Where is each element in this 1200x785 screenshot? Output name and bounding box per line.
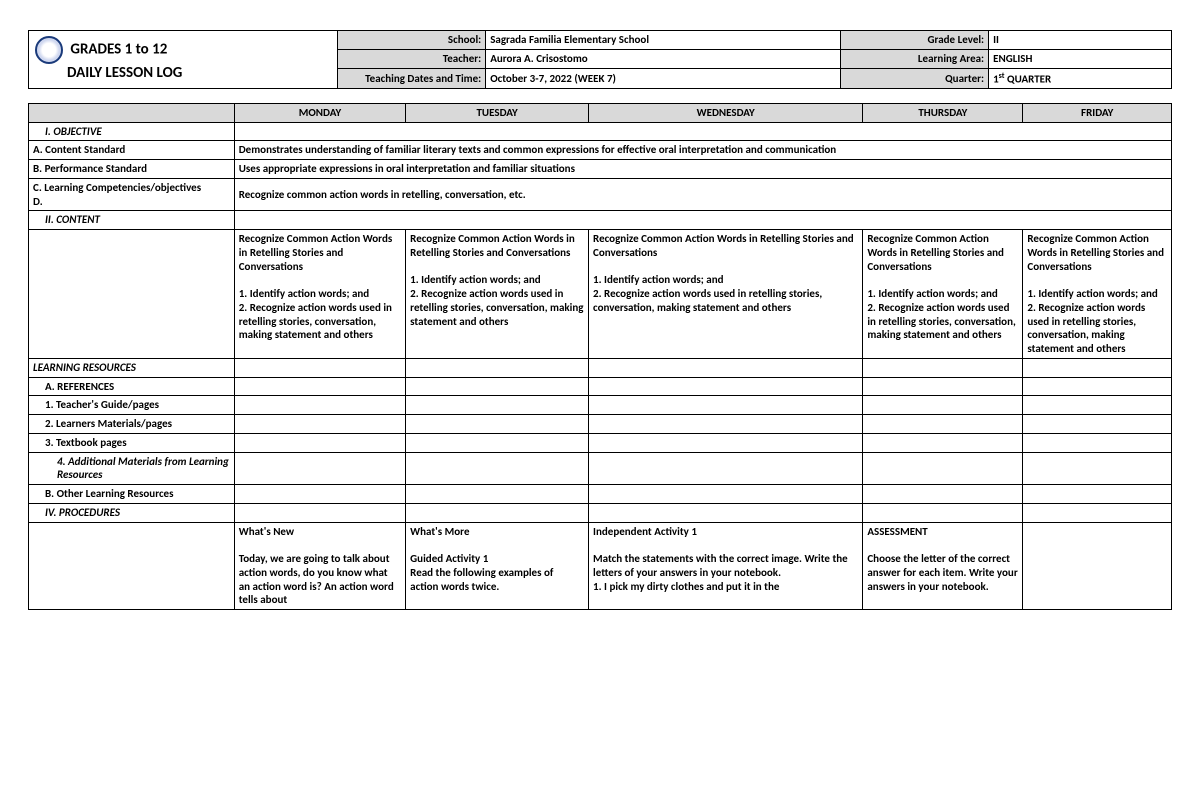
section-content: II. CONTENT bbox=[29, 211, 235, 230]
row-tg: 1. Teacher's Guide/pages bbox=[29, 396, 235, 415]
day-mon: MONDAY bbox=[234, 103, 405, 122]
content-mon: Recognize Common Action Words in Retelli… bbox=[234, 230, 405, 359]
value-learn-comp: Recognize common action words in retelli… bbox=[234, 178, 1171, 211]
dep-ed-logo-icon bbox=[35, 36, 63, 64]
value-content-std: Demonstrates understanding of familiar l… bbox=[234, 141, 1171, 160]
section-procedures: IV. PROCEDURES bbox=[29, 503, 235, 522]
value-school: Sagrada Familia Elementary School bbox=[486, 31, 840, 50]
row-tb: 3. Textbook pages bbox=[29, 433, 235, 452]
value-grade: II bbox=[989, 31, 1172, 50]
header-table: GRADES 1 to 12 DAILY LESSON LOG School: … bbox=[28, 30, 1172, 89]
content-wed: Recognize Common Action Words in Retelli… bbox=[589, 230, 863, 359]
proc-mon: What's New Today, we are going to talk a… bbox=[234, 522, 405, 610]
label-grade: Grade Level: bbox=[840, 31, 989, 50]
title-line2: DAILY LESSON LOG bbox=[67, 64, 182, 82]
label-quarter: Quarter: bbox=[840, 68, 989, 88]
section-learning-res: LEARNING RESOURCES bbox=[29, 358, 235, 377]
content-blank bbox=[234, 211, 1171, 230]
value-area: ENGLISH bbox=[989, 49, 1172, 68]
day-tue: TUESDAY bbox=[406, 103, 589, 122]
doc-title: GRADES 1 to 12 DAILY LESSON LOG bbox=[29, 31, 338, 89]
row-lm: 2. Learners Materials/pages bbox=[29, 415, 235, 434]
proc-tue: What's More Guided Activity 1 Read the f… bbox=[406, 522, 589, 610]
content-thu: Recognize Common Action Words in Retelli… bbox=[863, 230, 1023, 359]
label-perf-std: B. Performance Standard bbox=[29, 160, 235, 179]
label-teacher: Teacher: bbox=[337, 49, 486, 68]
content-fri: Recognize Common Action Words in Retelli… bbox=[1023, 230, 1172, 359]
proc-row-label bbox=[29, 522, 235, 610]
proc-thu: ASSESSMENT Choose the letter of the corr… bbox=[863, 522, 1023, 610]
content-row-label bbox=[29, 230, 235, 359]
label-school: School: bbox=[337, 31, 486, 50]
row-other: B. Other Learning Resources bbox=[29, 485, 235, 504]
label-content-std: A. Content Standard bbox=[29, 141, 235, 160]
value-teacher: Aurora A. Crisostomo bbox=[486, 49, 840, 68]
content-tue: Recognize Common Action Words in Retelli… bbox=[406, 230, 589, 359]
proc-wed: Independent Activity 1 Match the stateme… bbox=[589, 522, 863, 610]
proc-fri bbox=[1023, 522, 1172, 610]
blank-header bbox=[29, 103, 235, 122]
label-dates: Teaching Dates and Time: bbox=[337, 68, 486, 88]
section-references: A. REFERENCES bbox=[29, 377, 235, 396]
value-quarter: 1st QUARTER bbox=[989, 68, 1172, 88]
label-learn-comp: C. Learning Competencies/objectives D. bbox=[29, 178, 235, 211]
row-add: 4. Additional Materials from Learning Re… bbox=[29, 452, 235, 485]
label-area: Learning Area: bbox=[840, 49, 989, 68]
day-fri: FRIDAY bbox=[1023, 103, 1172, 122]
title-line1: GRADES 1 to 12 bbox=[70, 41, 167, 59]
value-perf-std: Uses appropriate expressions in oral int… bbox=[234, 160, 1171, 179]
section-objective: I. OBJECTIVE bbox=[29, 122, 235, 141]
value-dates: October 3-7, 2022 (WEEK 7) bbox=[486, 68, 840, 88]
lesson-table: MONDAY TUESDAY WEDNESDAY THURSDAY FRIDAY… bbox=[28, 103, 1172, 610]
objective-blank bbox=[234, 122, 1171, 141]
day-thu: THURSDAY bbox=[863, 103, 1023, 122]
day-wed: WEDNESDAY bbox=[589, 103, 863, 122]
